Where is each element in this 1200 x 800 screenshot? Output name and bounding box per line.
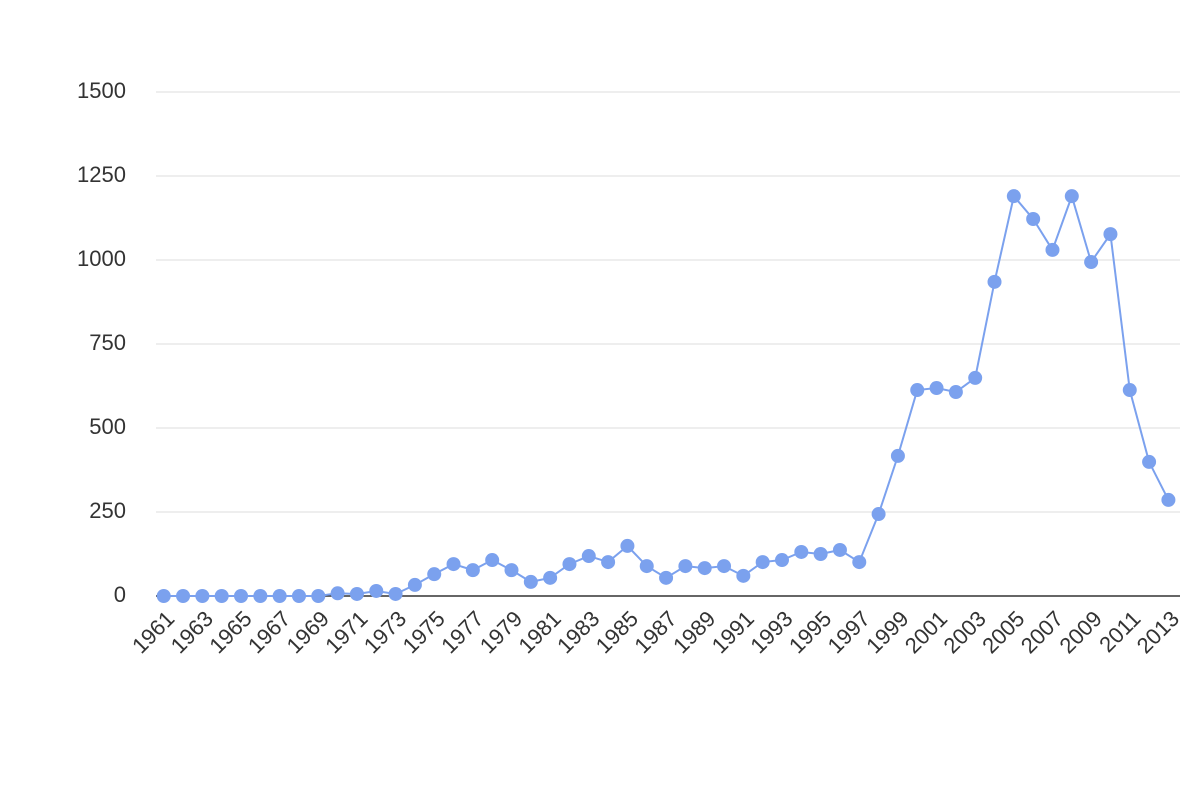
point (659, 570, 674, 585)
y-tick-label: 250 (89, 498, 126, 523)
x-tick-label: 1991 (707, 606, 759, 658)
point (543, 570, 558, 585)
point (1084, 255, 1099, 270)
y-tick-label: 750 (89, 330, 126, 355)
point (195, 589, 210, 603)
x-tick-label: 2007 (1016, 606, 1068, 658)
point (774, 553, 789, 568)
point (1026, 212, 1041, 227)
y-tick-label: 0 (114, 582, 126, 607)
point (601, 555, 616, 570)
point (272, 589, 287, 603)
point (253, 589, 268, 603)
x-tick-label: 1979 (475, 606, 527, 658)
point (1006, 189, 1021, 204)
x-tick-label: 2009 (1054, 606, 1106, 658)
x-tick-label: 2011 (1094, 606, 1145, 657)
x-tick-label: 1989 (668, 606, 720, 658)
point (1161, 492, 1176, 507)
x-tick-label: 1981 (513, 606, 565, 658)
x-tick-label: 1999 (861, 606, 913, 658)
point (485, 553, 500, 568)
point (620, 538, 635, 553)
x-tick-label: 1975 (398, 606, 450, 658)
point (1122, 383, 1137, 398)
point (562, 557, 577, 572)
point (697, 561, 712, 576)
x-tick-label: 1971 (320, 606, 372, 658)
x-tick-label: 1967 (243, 606, 295, 658)
x-tick-label: 1983 (552, 606, 604, 658)
x-tick-label: 1965 (204, 606, 256, 658)
y-tick-label: 1250 (77, 162, 126, 187)
x-tick-label: 2003 (939, 606, 991, 658)
point (968, 370, 983, 385)
x-tick-label: 1987 (629, 606, 681, 658)
point (794, 544, 809, 559)
point (813, 547, 828, 561)
x-tick-label: 2001 (900, 606, 952, 658)
x-tick-label: 1969 (282, 606, 334, 658)
point (349, 586, 364, 601)
point (330, 586, 345, 601)
point (910, 383, 925, 398)
x-tick-label: 1977 (436, 606, 488, 658)
line (163, 192, 1170, 597)
point (427, 567, 442, 582)
point (852, 555, 867, 570)
point (581, 549, 596, 564)
point (291, 589, 306, 603)
point (234, 589, 249, 603)
point (311, 589, 326, 603)
x-tick-label: 2005 (977, 606, 1029, 658)
point (465, 563, 480, 578)
point (1142, 454, 1157, 469)
point (214, 589, 229, 603)
point (176, 589, 191, 603)
point (639, 559, 654, 574)
point (156, 589, 171, 603)
x-tick-label: 1997 (823, 606, 875, 658)
x-tick-label: 1973 (359, 606, 411, 658)
point (504, 563, 519, 578)
point (446, 557, 461, 572)
x-tick-label: 1993 (745, 606, 797, 658)
point (755, 555, 770, 570)
y-tick-label: 1500 (77, 78, 126, 103)
y-tick-label: 1000 (77, 246, 126, 271)
point (1064, 189, 1079, 204)
point (407, 577, 422, 592)
point (929, 381, 944, 396)
point (1103, 227, 1118, 242)
x-tick-label: 2013 (1132, 606, 1184, 658)
point (871, 507, 886, 522)
x-tick-label: 1985 (591, 606, 643, 658)
point (717, 559, 732, 574)
point (369, 583, 384, 598)
y-tick-label: 500 (89, 414, 126, 439)
x-tick-label: 1963 (166, 606, 218, 658)
point (987, 274, 1002, 289)
point (388, 586, 403, 601)
point (736, 568, 751, 583)
point (948, 385, 963, 400)
x-tick-label: 1961 (127, 606, 179, 658)
point (832, 542, 847, 557)
point (678, 559, 693, 574)
point (890, 448, 905, 463)
point (523, 574, 538, 589)
point (1045, 242, 1060, 257)
x-tick-label: 1995 (784, 606, 836, 658)
